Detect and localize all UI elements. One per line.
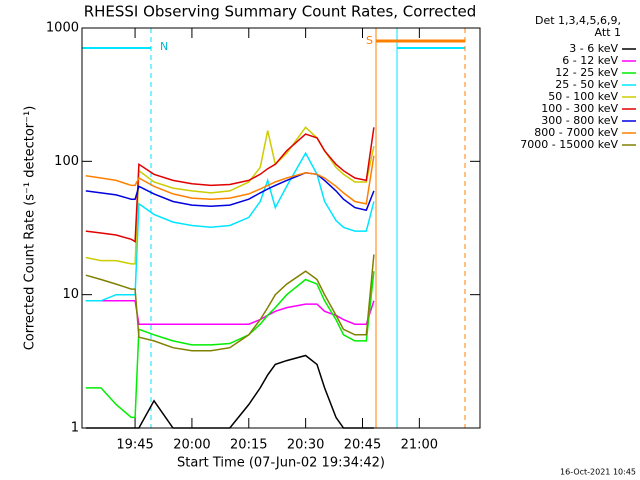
x-tick-label: 19:45 — [116, 438, 153, 453]
series-line — [85, 254, 375, 352]
series-line — [85, 151, 375, 302]
y-tick-label: 100 — [54, 154, 79, 169]
x-tick-label: 20:00 — [173, 438, 210, 453]
legend-label: 12 - 25 keV — [555, 66, 618, 79]
legend-label: 100 - 300 keV — [541, 102, 618, 115]
legend-label: 7000 - 15000 keV — [520, 138, 618, 151]
legend-label: 800 - 7000 keV — [534, 126, 618, 139]
x-tick-label: 20:30 — [287, 438, 324, 453]
series-line — [85, 172, 375, 212]
plot-frame — [81, 27, 481, 429]
series-line — [85, 155, 375, 205]
legend-label: 6 - 12 keV — [562, 54, 618, 67]
x-axis-label: Start Time (07-Jun-02 19:34:42) — [177, 456, 385, 471]
series-line — [85, 127, 375, 243]
footer-timestamp: 16-Oct-2021 10:45 — [560, 468, 636, 477]
series-line — [85, 126, 375, 265]
x-tick-label: 21:00 — [401, 438, 438, 453]
y-axis-label: Corrected Count Rate (s⁻¹ detector⁻¹) — [23, 106, 38, 351]
legend-label: 3 - 6 keV — [569, 42, 618, 55]
y-tick-label: 1000 — [46, 21, 79, 36]
annotation: N — [160, 40, 168, 53]
y-tick-label: 10 — [62, 287, 79, 302]
legend-label: 25 - 50 keV — [555, 78, 618, 91]
legend-label: 50 - 100 keV — [548, 90, 618, 103]
legend-title: Att 1 — [595, 26, 621, 39]
y-tick-label: 1 — [71, 421, 79, 436]
legend-title: Det 1,3,4,5,6,9, — [535, 14, 621, 27]
series-line — [85, 271, 375, 419]
x-tick-label: 20:15 — [230, 438, 267, 453]
legend-label: 300 - 800 keV — [541, 114, 618, 127]
x-tick-label: 20:45 — [344, 438, 381, 453]
series-line — [85, 300, 375, 325]
annotation: S — [366, 34, 373, 47]
chart-title: RHESSI Observing Summary Count Rates, Co… — [84, 3, 477, 21]
series-line — [85, 354, 374, 429]
